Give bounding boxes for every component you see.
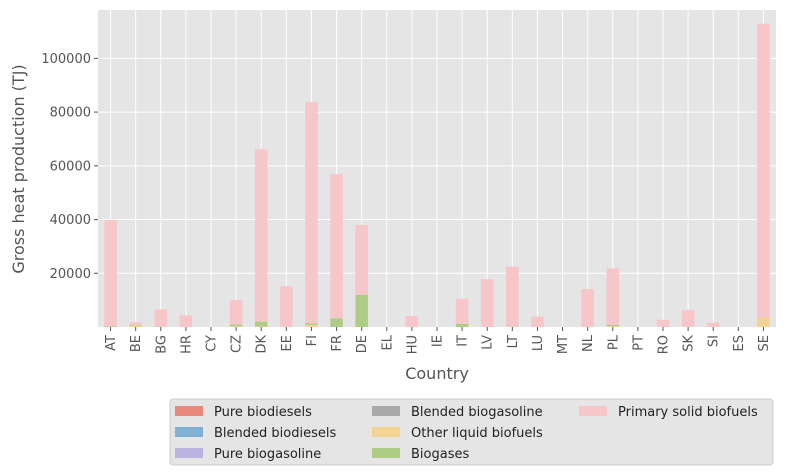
x-tick-label: AT	[104, 335, 119, 351]
bar-segment	[229, 326, 243, 327]
x-tick-label: IE	[431, 335, 446, 347]
bar-segment	[129, 324, 142, 326]
bar-segment	[757, 23, 770, 318]
bar-segment	[455, 298, 469, 324]
x-tick-label: BG	[154, 335, 169, 354]
bar-segment	[104, 326, 117, 327]
bar-segment	[229, 324, 243, 327]
bar-segment	[405, 315, 419, 327]
y-axis-label: Gross heat production (TJ)	[9, 64, 28, 273]
x-tick-label: CY	[205, 335, 220, 352]
legend-items: Pure biodiesels Blended biodiesels Pure bi…	[175, 405, 758, 462]
legend-label: Blended biodiesels	[214, 426, 336, 441]
x-tick-label: SI	[707, 335, 722, 347]
bar-segment	[480, 279, 494, 327]
x-tick-label: PT	[631, 335, 646, 351]
x-tick-label: LV	[481, 335, 496, 350]
x-tick-label: PL	[606, 334, 621, 350]
bar-segment	[531, 316, 544, 327]
y-axis-ticks: 20000 40000 60000 80000 100000	[41, 52, 98, 282]
legend: Pure biodiesels Blended biodiesels Pure bi…	[169, 398, 774, 466]
bar-segment	[656, 319, 670, 327]
x-axis-label: Country	[405, 364, 469, 383]
x-tick-label: CZ	[230, 335, 245, 353]
bar-segment	[581, 289, 594, 327]
bar-segment	[757, 317, 770, 327]
bar-segment	[254, 321, 268, 327]
bar-segment	[154, 309, 168, 327]
x-tick-label: RO	[657, 335, 672, 354]
legend-label: Pure biodiesels	[214, 405, 312, 420]
bar-segment	[129, 325, 142, 327]
x-tick-label: LU	[531, 335, 546, 351]
x-tick-label: SE	[757, 335, 772, 351]
bar-segment	[179, 315, 193, 327]
bar-segment	[104, 219, 117, 327]
bar-segment	[254, 149, 268, 322]
legend-swatch	[372, 427, 400, 437]
x-tick-label: DK	[255, 335, 270, 354]
bar-segment	[280, 286, 293, 327]
x-tick-label: HU	[405, 335, 420, 354]
legend-label: Primary solid biofuels	[618, 405, 758, 420]
x-axis-ticks: AT BE BG HR CY CZ DK EE FI FR DE EL HU IE IT LV LT LU MT NL…	[104, 327, 772, 354]
bar-segment	[254, 326, 268, 327]
legend-swatch	[579, 406, 607, 416]
legend-swatch	[372, 406, 400, 416]
x-tick-label: MT	[556, 335, 571, 354]
bar-segment	[606, 326, 620, 327]
y-tick-label: 80000	[50, 106, 91, 121]
x-tick-label: EL	[380, 334, 395, 350]
bar-segment	[305, 323, 318, 325]
legend-label: Blended biogasoline	[411, 405, 543, 420]
x-tick-label: IT	[456, 335, 471, 347]
x-tick-label: DE	[355, 335, 370, 353]
bar-segment	[506, 266, 519, 327]
legend-swatch	[175, 448, 203, 458]
x-tick-label: FI	[305, 335, 320, 346]
bar-segment	[305, 102, 318, 324]
y-tick-label: 20000	[50, 267, 91, 282]
bar-segment	[355, 224, 368, 295]
bars	[104, 23, 770, 327]
y-tick-label: 100000	[41, 52, 91, 67]
x-tick-label: HR	[179, 335, 194, 354]
x-tick-label: FR	[330, 335, 345, 352]
bar-segment	[455, 323, 469, 327]
y-tick-label: 60000	[50, 159, 91, 174]
bar-segment	[330, 174, 343, 319]
x-tick-label: BE	[129, 335, 144, 352]
legend-frame	[169, 398, 774, 466]
legend-label: Other liquid biofuels	[411, 426, 543, 441]
x-tick-label: ES	[732, 335, 747, 351]
bar-segment	[355, 294, 368, 327]
bar-segment	[330, 318, 343, 327]
bar-segment	[606, 324, 620, 327]
bar-segment	[305, 324, 318, 327]
legend-swatch	[175, 406, 203, 416]
legend-label: Pure biogasoline	[214, 447, 321, 462]
bar-segment	[706, 322, 720, 327]
x-tick-label: SK	[682, 335, 697, 352]
bar-segment	[681, 310, 695, 327]
bar-segment	[229, 299, 243, 325]
legend-swatch	[372, 448, 400, 458]
bar-segment	[129, 322, 142, 325]
legend-swatch	[175, 427, 203, 437]
bar-segment	[606, 268, 620, 325]
x-tick-label: EE	[280, 335, 295, 351]
y-tick-label: 40000	[50, 213, 91, 228]
legend-label: Biogases	[411, 447, 469, 462]
x-tick-label: NL	[581, 334, 596, 352]
x-tick-label: LT	[506, 335, 521, 348]
